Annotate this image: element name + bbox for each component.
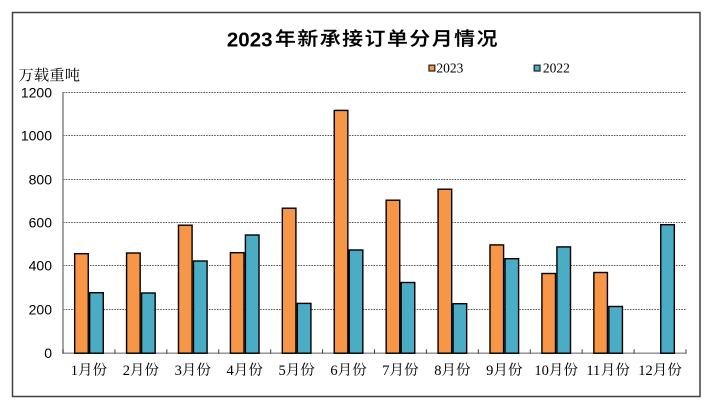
svg-text:400: 400	[29, 258, 53, 274]
svg-text:4: 4	[227, 363, 235, 379]
svg-text:12: 12	[638, 363, 653, 379]
svg-text:1: 1	[71, 363, 78, 379]
svg-text:8: 8	[434, 363, 441, 379]
svg-text:11: 11	[586, 363, 600, 379]
svg-text:6: 6	[330, 363, 337, 379]
svg-text:1200: 1200	[21, 85, 52, 101]
svg-text:5: 5	[278, 363, 285, 379]
svg-text:600: 600	[29, 215, 53, 231]
svg-text:200: 200	[29, 302, 53, 318]
svg-text:2: 2	[123, 363, 130, 379]
svg-text:0: 0	[44, 345, 52, 361]
svg-text:2022: 2022	[543, 61, 570, 76]
svg-text:3: 3	[175, 363, 182, 379]
svg-text:2023: 2023	[436, 61, 463, 76]
svg-text:10: 10	[534, 363, 549, 379]
svg-text:2023: 2023	[227, 28, 273, 51]
svg-text:9: 9	[486, 363, 493, 379]
svg-text:1000: 1000	[21, 128, 52, 144]
svg-text:800: 800	[29, 172, 53, 188]
svg-text:7: 7	[382, 363, 389, 379]
